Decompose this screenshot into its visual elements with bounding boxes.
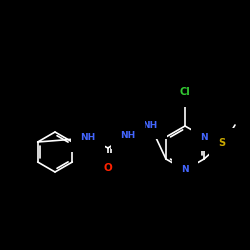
Text: Cl: Cl [180,87,190,97]
Text: S: S [218,138,226,148]
Text: N: N [200,132,208,141]
Text: NH: NH [142,120,158,130]
Text: NH: NH [80,134,96,142]
Text: NH: NH [120,130,136,140]
Text: O: O [104,163,112,173]
Text: N: N [181,166,189,174]
